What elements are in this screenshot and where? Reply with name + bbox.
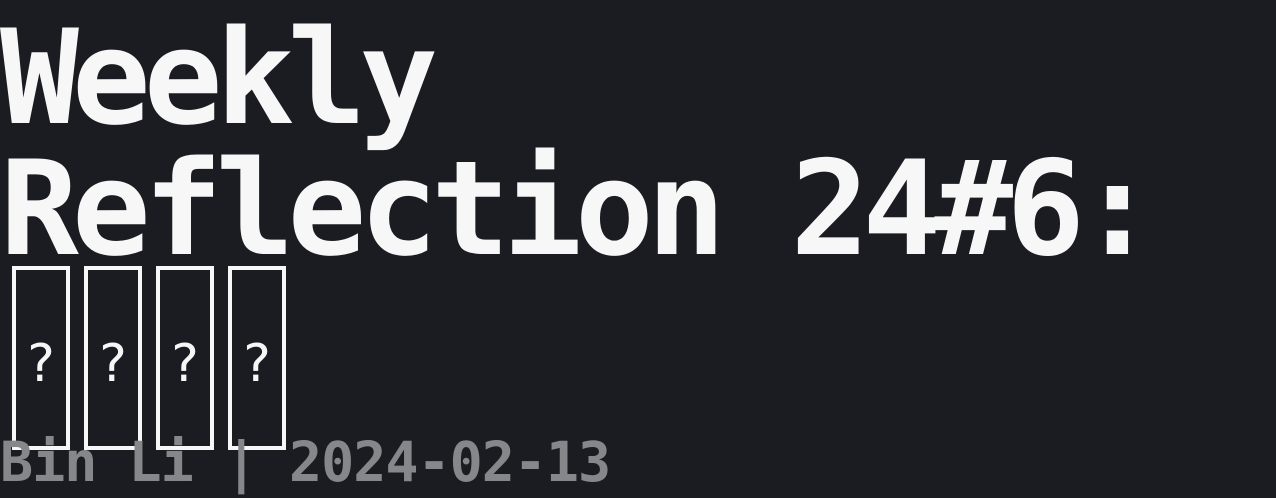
post-title-line-1: Weekly: [0, 1, 438, 154]
missing-glyph-box: ?: [156, 266, 214, 450]
missing-glyph-mark: ?: [27, 334, 55, 394]
missing-glyph-box: ?: [12, 266, 70, 450]
missing-glyph-mark: ?: [243, 334, 271, 394]
missing-glyph-row: ? ? ? ?: [12, 266, 286, 450]
missing-glyph-box: ?: [84, 266, 142, 450]
post-title: Weekly Reflection 24#6:: [0, 12, 1276, 274]
post-byline: Bin Li | 2024-02-13: [0, 430, 611, 494]
missing-glyph-box: ?: [228, 266, 286, 450]
post-title-line-2: Reflection 24#6:: [0, 132, 1157, 285]
missing-glyph-mark: ?: [99, 334, 127, 394]
missing-glyph-mark: ?: [171, 334, 199, 394]
